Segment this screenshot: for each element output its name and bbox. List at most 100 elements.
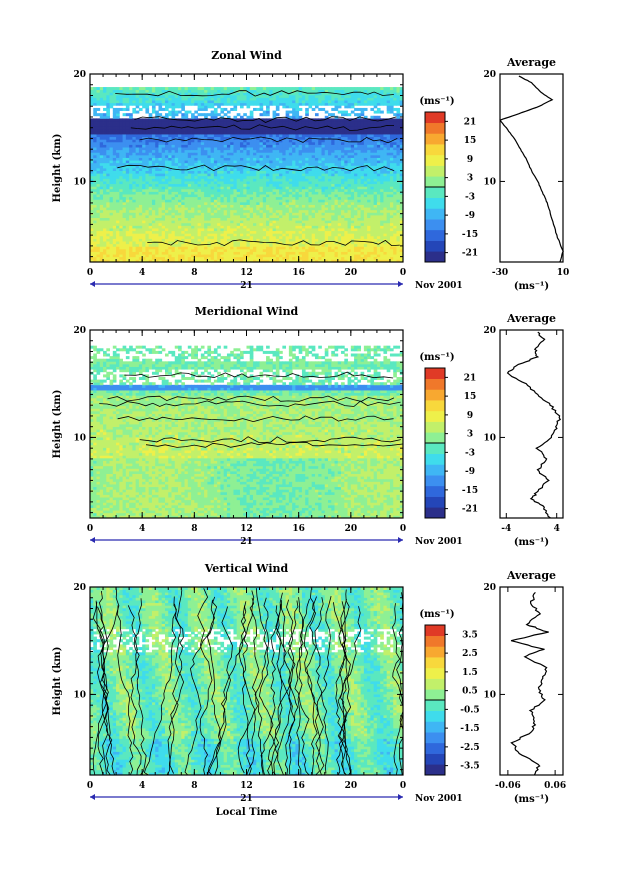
heatmap-cell — [298, 251, 303, 255]
heatmap-cell — [119, 188, 123, 192]
heatmap-cell — [99, 233, 104, 237]
heatmap-cell — [233, 194, 238, 198]
heatmap-cell — [171, 220, 176, 224]
heatmap-cell — [275, 157, 280, 161]
heatmap-cell — [197, 220, 202, 224]
heatmap-cell — [243, 207, 247, 211]
heatmap-cell — [171, 105, 176, 109]
heatmap-cell — [301, 196, 306, 200]
heatmap-cell — [194, 251, 198, 255]
heatmap-cell — [161, 233, 166, 237]
heatmap-cell — [295, 87, 300, 91]
heatmap-cell — [158, 118, 163, 122]
heatmap-cell — [269, 191, 273, 195]
heatmap-cell — [285, 183, 290, 187]
heatmap-cell — [298, 238, 303, 242]
heatmap-cell — [164, 220, 169, 224]
heatmap-cell — [112, 123, 117, 127]
heatmap-cell — [161, 100, 166, 104]
heatmap-cell — [138, 248, 143, 252]
heatmap-cell — [200, 201, 205, 205]
heatmap-cell — [112, 113, 117, 117]
heatmap-cell — [103, 134, 107, 138]
heatmap-cell — [194, 118, 198, 122]
heatmap-cell — [138, 147, 143, 151]
heatmap-cell — [288, 181, 293, 185]
heatmap-cell — [187, 102, 192, 106]
heatmap-cell — [331, 251, 335, 255]
heatmap-cell — [187, 152, 192, 156]
heatmap-cell — [295, 259, 300, 263]
heatmap-cell — [93, 178, 97, 182]
heatmap-cell — [331, 183, 335, 187]
heatmap-cell — [125, 186, 130, 190]
heatmap-cell — [155, 168, 159, 172]
heatmap-cell — [256, 107, 260, 111]
heatmap-cell — [272, 121, 277, 125]
heatmap-cell — [285, 178, 290, 182]
heatmap-cell — [174, 113, 179, 117]
heatmap-cell — [292, 94, 296, 98]
heatmap-cell — [178, 134, 182, 138]
heatmap-cell — [151, 201, 156, 205]
heatmap-cell — [135, 121, 140, 125]
heatmap-cell — [321, 215, 326, 219]
heatmap-cell — [93, 170, 97, 174]
heatmap-cell — [148, 256, 153, 260]
heatmap-cell — [197, 225, 202, 229]
heatmap-cell — [213, 233, 218, 237]
heatmap-cell — [292, 209, 296, 213]
heatmap-cell — [301, 121, 306, 125]
heatmap-cell — [275, 160, 280, 164]
heatmap-cell — [223, 248, 228, 252]
heatmap-cell — [106, 238, 110, 242]
heatmap-cell — [106, 102, 110, 106]
heatmap-cell — [119, 94, 123, 98]
heatmap-cell — [292, 178, 296, 182]
heatmap-cell — [341, 157, 345, 161]
heatmap-cell — [314, 173, 319, 177]
heatmap-cell — [194, 254, 198, 258]
heatmap-cell — [321, 181, 326, 185]
heatmap-cell — [168, 207, 172, 211]
heatmap-cell — [318, 256, 322, 260]
heatmap-cell — [220, 241, 225, 245]
heatmap-cell — [295, 196, 300, 200]
heatmap-cell — [174, 230, 179, 234]
heatmap-cell — [305, 100, 309, 104]
heatmap-cell — [200, 241, 205, 245]
heatmap-cell — [164, 215, 169, 219]
heatmap-cell — [132, 241, 137, 245]
heatmap-cell — [230, 251, 234, 255]
heatmap-cell — [269, 186, 273, 190]
heatmap-cell — [226, 181, 231, 185]
heatmap-cell — [256, 194, 260, 198]
heatmap-cell — [226, 220, 231, 224]
heatmap-cell — [259, 144, 264, 148]
heatmap-cell — [161, 228, 166, 232]
heatmap-cell — [194, 157, 198, 161]
heatmap-cell — [204, 175, 208, 179]
heatmap-cell — [279, 147, 283, 151]
heatmap-cell — [135, 233, 140, 237]
heatmap-cell — [233, 238, 238, 242]
heatmap-cell — [223, 204, 228, 208]
heatmap-cell — [155, 243, 159, 247]
heatmap-cell — [233, 102, 238, 106]
heatmap-cell — [246, 196, 251, 200]
heatmap-cell — [161, 175, 166, 179]
heatmap-cell — [178, 243, 182, 247]
heatmap-cell — [314, 152, 319, 156]
heatmap-cell — [197, 123, 202, 127]
heatmap-cell — [236, 154, 241, 158]
heatmap-cell — [220, 110, 225, 114]
heatmap-cell — [314, 183, 319, 187]
heatmap-cell — [233, 241, 238, 245]
heatmap-cell — [125, 94, 130, 98]
heatmap-cell — [93, 102, 97, 106]
heatmap-cell — [292, 118, 296, 122]
heatmap-cell — [171, 204, 176, 208]
heatmap-cell — [321, 92, 326, 96]
heatmap-cell — [96, 201, 101, 205]
heatmap-cell — [217, 100, 221, 104]
